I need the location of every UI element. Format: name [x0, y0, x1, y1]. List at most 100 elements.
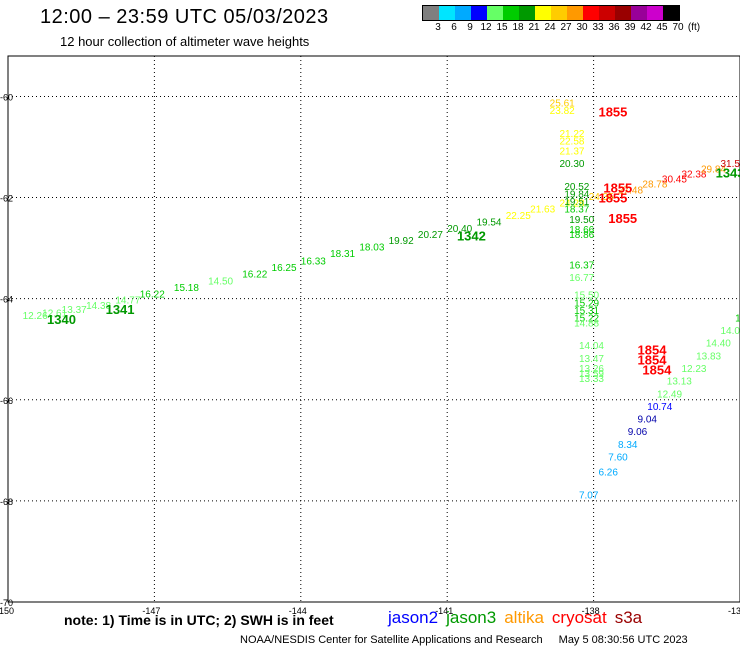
- wave-height-point: 23.82: [550, 106, 575, 117]
- wave-height-point: 21.22: [559, 129, 584, 140]
- lon-tick-label: -150: [0, 606, 14, 616]
- wave-height-point: 22.25: [506, 211, 531, 222]
- wave-height-point: 14.38: [86, 301, 111, 312]
- wave-height-point: 12.61: [42, 308, 67, 319]
- color-legend-label: 9: [467, 22, 473, 33]
- color-swatch: [535, 6, 551, 20]
- wave-height-point: 20.52: [564, 182, 589, 193]
- wave-height-point: 32.38: [681, 169, 706, 180]
- color-swatch: [519, 6, 535, 20]
- page-title: 12:00 – 23:59 UTC 05/03/2023: [40, 6, 329, 28]
- wave-height-point: 13.37: [62, 305, 87, 316]
- wave-height-point: 20.30: [559, 159, 584, 170]
- wave-height-point: 13.47: [579, 354, 604, 365]
- lon-tick-label: -138: [582, 606, 600, 616]
- wave-height-point: 14.88: [574, 318, 599, 329]
- color-swatch: [567, 6, 583, 20]
- color-legend-label: (ft): [687, 22, 701, 33]
- color-swatch: [503, 6, 519, 20]
- color-legend-label: 70: [672, 22, 684, 33]
- color-swatch: [615, 6, 631, 20]
- wave-height-point: 9.06: [628, 427, 648, 438]
- color-legend-label: 6: [451, 22, 457, 33]
- color-legend-label: 12: [480, 22, 492, 33]
- wave-height-point: 24.35: [589, 192, 614, 203]
- wave-height-point: 18.03: [359, 243, 384, 254]
- wave-height-point: 30.45: [662, 174, 687, 185]
- wave-height-point: 12.49: [657, 389, 682, 400]
- wave-height-point: 16.33: [301, 256, 326, 267]
- wave-height-point: 15.31: [574, 306, 599, 317]
- wave-height-point: 20.40: [447, 224, 472, 235]
- wave-height-point: 16.22: [140, 290, 165, 301]
- wave-height-point: 19.54: [476, 217, 501, 228]
- wave-height-point: 6.26: [598, 468, 618, 479]
- page-subtitle: 12 hour collection of altimeter wave hei…: [60, 34, 310, 49]
- lon-tick-label: -13: [728, 606, 740, 616]
- wave-height-point: 20.27: [418, 230, 443, 241]
- pass-time-label: 1854: [642, 363, 672, 378]
- pass-time-label: 1855: [608, 211, 637, 226]
- wave-height-point: 14.03: [720, 326, 740, 337]
- credit-line: NOAA/NESDIS Center for Satellite Applica…: [240, 634, 688, 646]
- wave-height-point: 13.83: [696, 351, 721, 362]
- wave-height-point: 21.37: [559, 147, 584, 158]
- color-legend-label: 30: [576, 22, 588, 33]
- color-swatch: [455, 6, 471, 20]
- lat-tick-label: -68: [0, 497, 13, 507]
- wave-height-point: 13.26: [579, 364, 604, 375]
- wave-height-point: 13.33: [579, 374, 604, 385]
- wave-height-point: 27.48: [618, 186, 643, 197]
- wave-height-point: 19.92: [389, 236, 414, 247]
- wave-height-point: 14.50: [208, 277, 233, 288]
- credit-text: NOAA/NESDIS Center for Satellite Applica…: [240, 634, 543, 646]
- satellite-label: cryosat: [551, 608, 607, 627]
- color-legend-label: 18: [512, 22, 524, 33]
- wave-height-point: 15.22: [735, 313, 740, 324]
- plot-frame: [7, 55, 740, 603]
- wave-height-point: 15.18: [174, 283, 199, 294]
- wave-height-point: 29.84: [701, 164, 726, 175]
- wave-height-point: 25.61: [550, 99, 575, 110]
- wave-height-point: 10.74: [647, 402, 672, 413]
- wave-height-point: 14.40: [706, 339, 731, 350]
- pass-time-label: 1340: [47, 312, 76, 327]
- wave-height-point: 22.58: [559, 136, 584, 147]
- color-swatch: [423, 6, 439, 20]
- color-swatch: [471, 6, 487, 20]
- wave-height-point: 18.86: [569, 230, 594, 241]
- pass-time-label: 1342: [457, 229, 486, 244]
- color-swatch: [583, 6, 599, 20]
- wave-height-point: 14.77: [115, 296, 140, 307]
- wave-height-point: 13.13: [667, 377, 692, 388]
- wave-height-point: 19.84: [564, 190, 589, 201]
- pass-time-label: 1855: [603, 181, 632, 196]
- wave-height-point: 19.50: [569, 215, 594, 226]
- color-swatch: [599, 6, 615, 20]
- wave-height-point: 16.22: [242, 269, 267, 280]
- color-legend-label: 39: [624, 22, 636, 33]
- color-legend-label: 36: [608, 22, 620, 33]
- wave-height-point: 12.26: [23, 311, 48, 322]
- satellite-label: s3a: [614, 608, 643, 627]
- wave-height-point: 19.51: [564, 197, 589, 208]
- color-swatch: [631, 6, 647, 20]
- pass-time-label: 1855: [598, 191, 627, 206]
- color-swatch: [551, 6, 567, 20]
- color-legend: [422, 5, 680, 21]
- footer-note: note: 1) Time is in UTC; 2) SWH is in fe…: [64, 612, 334, 628]
- wave-height-point: 15.29: [574, 298, 599, 309]
- lat-tick-label: -66: [0, 396, 13, 406]
- color-legend-label: 24: [544, 22, 556, 33]
- wave-height-point: 13.59: [579, 369, 604, 380]
- color-swatch: [487, 6, 503, 20]
- color-legend-label: 21: [528, 22, 540, 33]
- wave-height-point: 12.23: [681, 364, 706, 375]
- credit-timestamp: May 5 08:30:56 UTC 2023: [558, 634, 688, 646]
- color-legend-label: 3: [435, 22, 441, 33]
- wave-height-point: 18.66: [569, 225, 594, 236]
- lat-tick-label: -60: [0, 92, 13, 102]
- lat-tick-label: -64: [0, 295, 13, 305]
